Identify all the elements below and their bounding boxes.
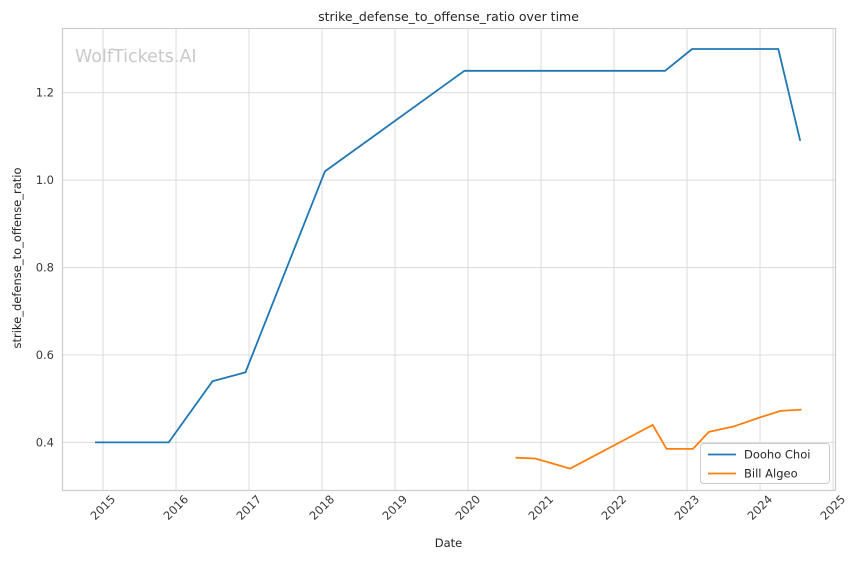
x-tick-label: 2022 — [599, 492, 630, 523]
x-tick-label: 2016 — [161, 492, 192, 523]
series-line-bill-algeo — [515, 408, 802, 470]
x-axis-label: Date — [434, 536, 463, 550]
chart-title: strike_defense_to_offense_ratio over tim… — [318, 9, 579, 24]
plot-border — [61, 27, 837, 492]
x-tick-label: 2018 — [307, 492, 338, 523]
x-tick-label: 2020 — [453, 492, 484, 523]
watermark: WolfTickets.AI — [75, 47, 197, 67]
y-tick-label: 0.6 — [36, 348, 54, 362]
legend-label: Dooho Choi — [744, 448, 810, 462]
x-tick-label: 2021 — [526, 492, 557, 523]
series-line-dooho-choi — [95, 48, 802, 444]
legend-label: Bill Algeo — [744, 467, 798, 481]
x-tick-label: 2025 — [818, 492, 849, 523]
x-tick-label: 2015 — [88, 492, 119, 523]
y-tick-label: 0.8 — [36, 261, 54, 275]
x-tick-label: 2024 — [745, 492, 776, 523]
y-tick-label: 1.0 — [36, 173, 54, 187]
x-tick-label: 2017 — [234, 492, 265, 523]
x-tick-label: 2023 — [672, 492, 703, 523]
x-tick-label: 2019 — [380, 492, 411, 523]
y-tick-label: 0.4 — [36, 435, 54, 449]
y-tick-label: 1.2 — [36, 86, 54, 100]
